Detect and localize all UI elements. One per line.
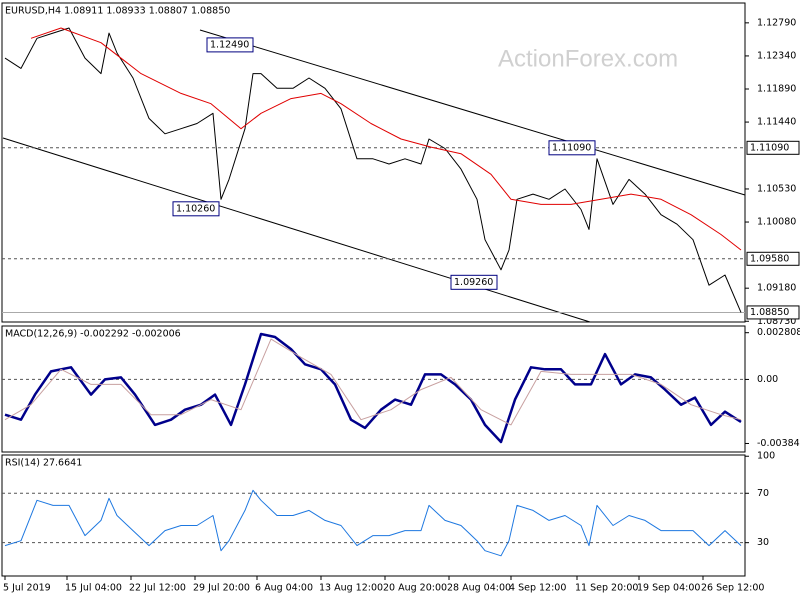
x-tick-label: 29 Jul 20:00 [193,583,250,594]
current-price-label: 1.08850 [750,307,789,318]
y-tick-label: 70 [757,488,769,499]
y-tick-label: -0.003848 [757,438,800,449]
x-tick-label: 20 Aug 20:00 [383,583,447,594]
y-tick-label: 30 [757,537,769,548]
annotation-box [548,140,596,156]
x-tick-label: 4 Sep 12:00 [509,583,566,594]
series-line [4,27,742,313]
annotation-label: 1.09260 [454,277,493,288]
panel-frame [1,2,746,323]
y-tick-label: 1.08730 [757,316,796,327]
x-tick-label: 6 Aug 04:00 [255,583,313,594]
level-label-box [746,251,800,266]
annotation-label: 1.11090 [552,142,591,153]
y-tick-label: 1.11440 [757,117,796,128]
annotation-box [206,37,254,53]
x-tick-label: 28 Aug 04:00 [447,583,511,594]
x-tick-label: 15 Jul 04:00 [65,583,122,594]
x-tick-label: 13 Aug 12:00 [319,583,383,594]
channel-lower [2,137,591,323]
x-tick-label: 11 Sep 20:00 [575,583,638,594]
series-line [4,489,742,557]
channel-upper [199,29,746,196]
level-label: 1.11090 [750,142,789,153]
panel-title: RSI(14) 27.6641 [5,458,82,469]
annotation-label: 1.12490 [210,39,249,50]
panel-title: EURUSD,H4 1.08911 1.08933 1.08807 1.0885… [5,6,230,17]
y-tick-label: 0.002808 [757,327,800,338]
watermark: ActionForex.com [498,45,678,72]
annotation-box [172,201,220,217]
y-tick-label: 100 [757,451,775,462]
annotation-box [450,274,498,290]
y-tick-label: 1.10080 [757,217,796,228]
y-tick-label: 1.11890 [757,83,796,94]
level-label: 1.09580 [750,253,789,264]
series-line [4,338,742,426]
y-tick-label: 1.12340 [757,50,796,61]
panel-frame [1,454,746,577]
panel-frame [1,325,746,453]
y-tick-label: 1.10530 [757,183,796,194]
x-tick-label: 26 Sep 12:00 [701,583,764,594]
x-tick-label: 5 Jul 2019 [3,583,51,594]
x-tick-label: 22 Jul 12:00 [129,583,186,594]
y-tick-label: 1.12790 [757,17,796,28]
level-label-box [746,140,800,155]
y-tick-label: 0.00 [757,374,778,385]
current-price-box [746,305,800,320]
panel-title: MACD(12,26,9) -0.002292 -0.002006 [5,329,181,340]
series-line [4,332,742,444]
x-tick-label: 19 Sep 04:00 [637,583,700,594]
y-tick-label: 1.09180 [757,283,796,294]
annotation-label: 1.10260 [176,203,215,214]
series-line [30,27,742,251]
